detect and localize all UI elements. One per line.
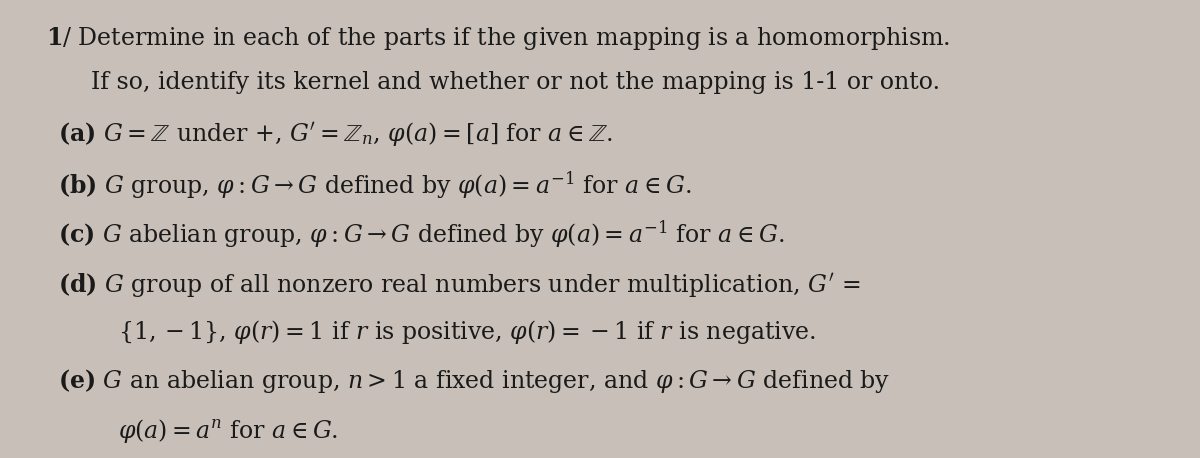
Text: $\mathbf{(e)}$ $G$ an abelian group, $n > 1$ a fixed integer, and $\varphi : G \: $\mathbf{(e)}$ $G$ an abelian group, $n … (58, 367, 890, 395)
Text: $\mathbf{(c)}$ $G$ abelian group, $\varphi : G \to G$ defined by $\varphi(a) = a: $\mathbf{(c)}$ $G$ abelian group, $\varp… (58, 219, 784, 251)
Text: $\{1, -1\}$, $\varphi(r) = 1$ if $r$ is positive, $\varphi(r) = -1$ if $r$ is ne: $\{1, -1\}$, $\varphi(r) = 1$ if $r$ is … (118, 318, 816, 346)
Text: $\varphi(a) = a^n$ for $a \in G$.: $\varphi(a) = a^n$ for $a \in G$. (118, 417, 338, 445)
Text: $\mathbf{(d)}$ $G$ group of all nonzero real numbers under multiplication, $G' \: $\mathbf{(d)}$ $G$ group of all nonzero … (58, 271, 860, 299)
Text: $\mathbf{1}$/ Determine in each of the parts if the given mapping is a homomorph: $\mathbf{1}$/ Determine in each of the p… (46, 25, 950, 52)
Text: $\mathbf{(b)}$ $G$ group, $\varphi : G \to G$ defined by $\varphi(a) = a^{-1}$ f: $\mathbf{(b)}$ $G$ group, $\varphi : G \… (58, 169, 691, 201)
Text: If so, identify its kernel and whether or not the mapping is 1-1 or onto.: If so, identify its kernel and whether o… (91, 71, 941, 94)
Text: $\mathbf{(a)}$ $G = \mathbb{Z}$ under $+$, $G' = \mathbb{Z}_n$, $\varphi(a) = [a: $\mathbf{(a)}$ $G = \mathbb{Z}$ under $+… (58, 120, 613, 148)
